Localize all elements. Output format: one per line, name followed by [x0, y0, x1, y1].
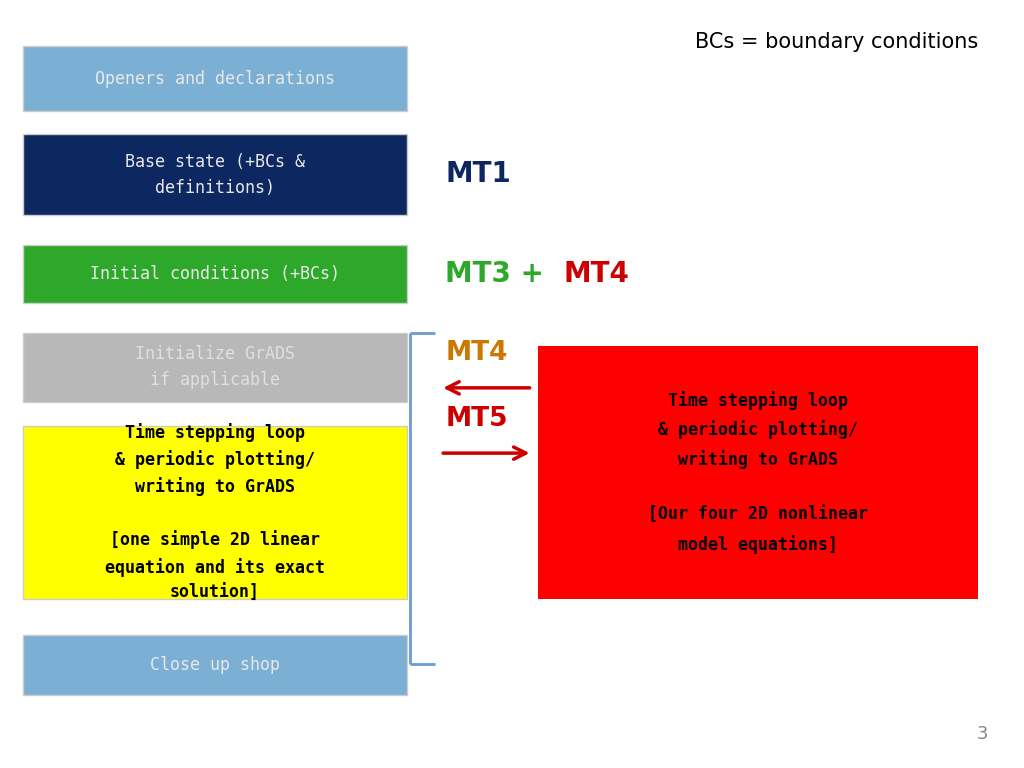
- FancyBboxPatch shape: [23, 333, 407, 402]
- Text: MT5: MT5: [445, 406, 508, 432]
- Text: Openers and declarations: Openers and declarations: [94, 70, 335, 88]
- FancyBboxPatch shape: [23, 426, 407, 599]
- Text: MT3 +: MT3 +: [445, 260, 554, 288]
- Text: BCs = boundary conditions: BCs = boundary conditions: [694, 32, 978, 52]
- FancyBboxPatch shape: [23, 245, 407, 303]
- Text: 3: 3: [977, 726, 988, 743]
- Text: Initialize GrADS
if applicable: Initialize GrADS if applicable: [134, 346, 295, 389]
- FancyBboxPatch shape: [23, 46, 407, 111]
- Text: Base state (+BCs &
definitions): Base state (+BCs & definitions): [125, 153, 304, 197]
- Text: MT4: MT4: [563, 260, 629, 288]
- FancyBboxPatch shape: [538, 346, 978, 599]
- Text: Time stepping loop
& periodic plotting/
writing to GrADS

[one simple 2D linear
: Time stepping loop & periodic plotting/ …: [104, 423, 325, 602]
- Text: MT4: MT4: [445, 340, 508, 366]
- Text: Close up shop: Close up shop: [150, 656, 280, 674]
- Text: Initial conditions (+BCs): Initial conditions (+BCs): [89, 265, 340, 283]
- Text: Time stepping loop
& periodic plotting/
writing to GrADS

[Our four 2D nonlinear: Time stepping loop & periodic plotting/ …: [648, 391, 867, 554]
- FancyBboxPatch shape: [23, 134, 407, 215]
- Text: MT1: MT1: [445, 161, 511, 188]
- FancyBboxPatch shape: [23, 635, 407, 695]
